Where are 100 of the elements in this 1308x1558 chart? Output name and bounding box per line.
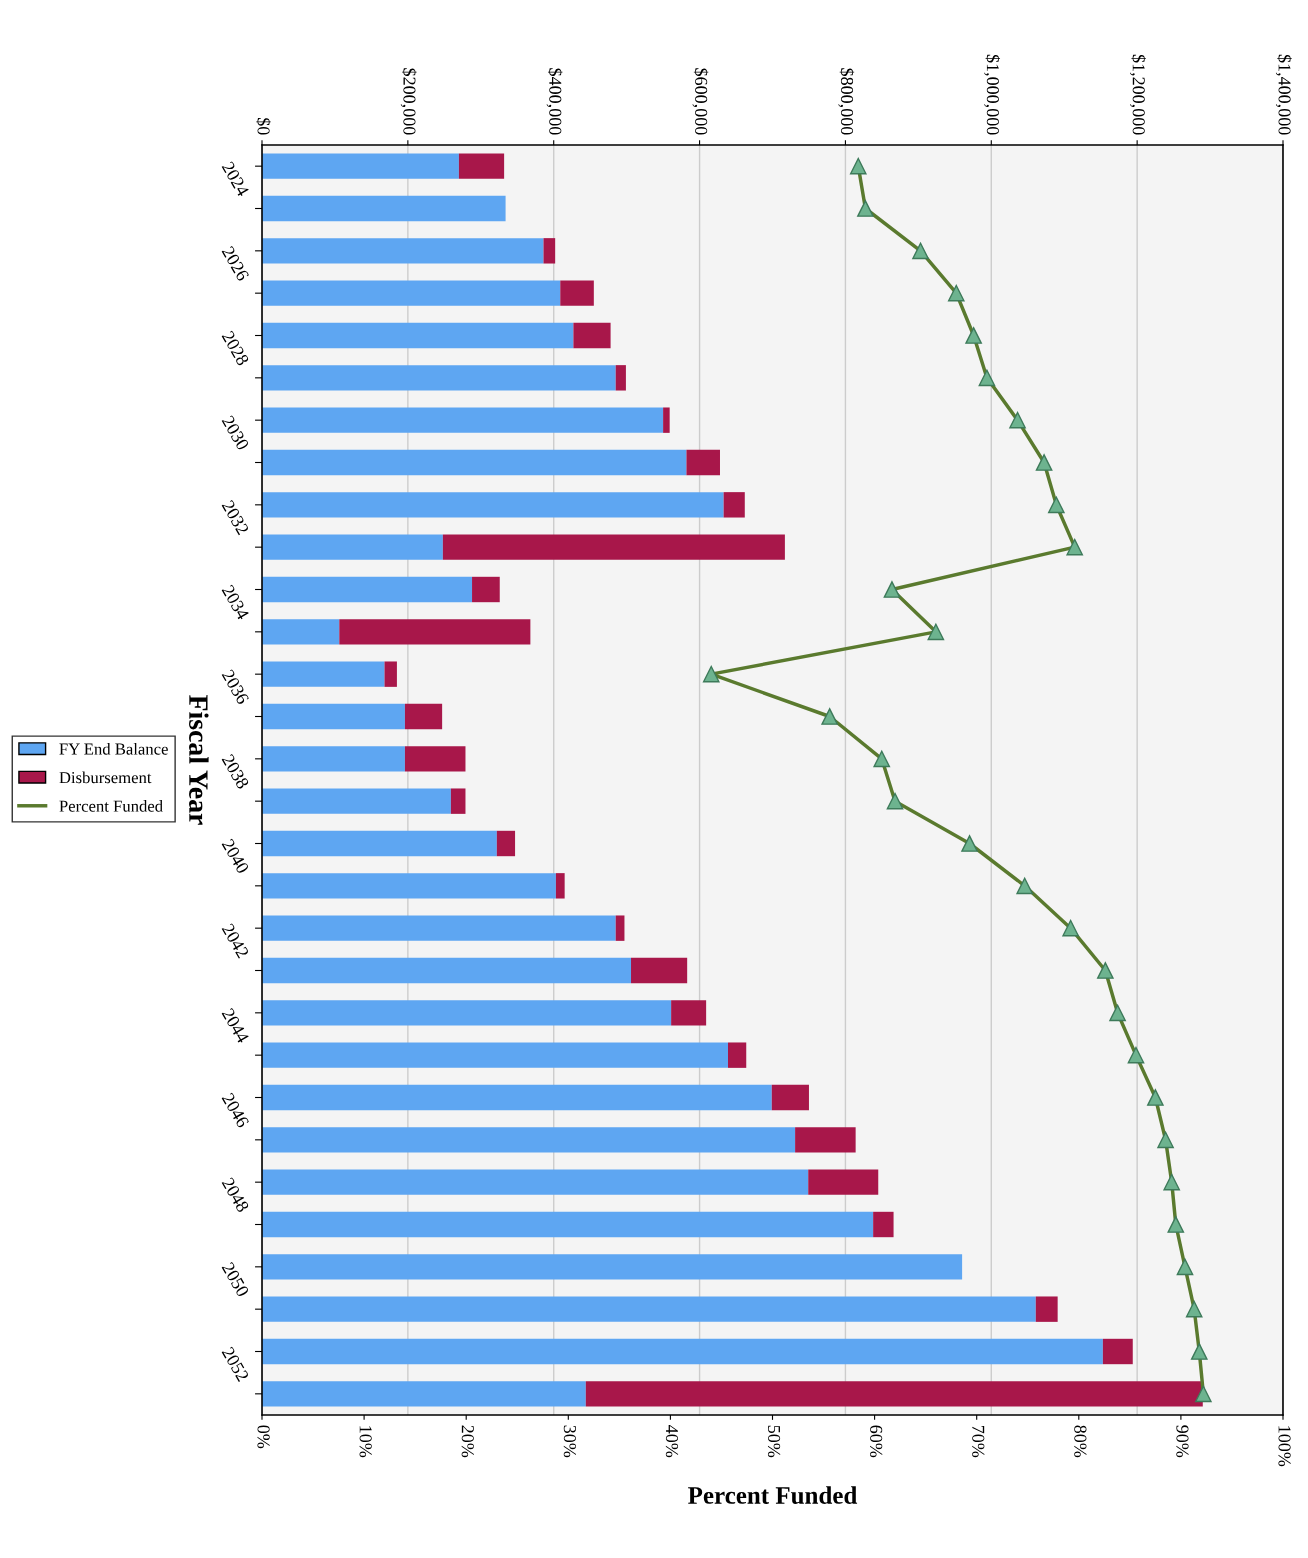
bar [458, 153, 505, 179]
point [1127, 1046, 1145, 1064]
point [1195, 1385, 1212, 1403]
point [1157, 1131, 1174, 1149]
bar [631, 957, 688, 984]
x2-tick-label: 70% [972, 1425, 985, 1458]
x-tick-label: $0 [256, 118, 271, 135]
bar [262, 915, 616, 941]
bar [339, 619, 531, 645]
x-tick-label: $1,200,000 [1130, 54, 1146, 135]
x-tick-label: $600,000 [692, 68, 709, 135]
bar [262, 703, 405, 730]
bar [262, 746, 405, 772]
point [1167, 1216, 1185, 1233]
bar [795, 1127, 856, 1153]
bar [573, 322, 611, 349]
bar [262, 322, 574, 349]
point [1190, 1343, 1208, 1360]
bar [262, 280, 561, 306]
bar [262, 407, 664, 433]
point [912, 242, 929, 260]
point [849, 157, 867, 175]
bar [262, 873, 556, 899]
point [947, 284, 965, 302]
legend-label: Disbursement [59, 771, 152, 784]
point [1185, 1300, 1203, 1318]
legend-label: FY End Balance [59, 742, 168, 755]
bar [262, 661, 385, 687]
bar [808, 1169, 879, 1195]
x2-tick-label: 50% [767, 1425, 781, 1458]
point [927, 623, 945, 641]
point [1147, 1089, 1164, 1106]
bar [262, 238, 544, 264]
point [1062, 919, 1079, 937]
bar [262, 195, 506, 222]
point [886, 792, 904, 810]
bar [723, 492, 745, 518]
x2-tick-label: 20% [461, 1425, 474, 1458]
bar [262, 1381, 586, 1407]
bar [543, 238, 556, 264]
bar [1102, 1338, 1133, 1365]
point [857, 200, 874, 217]
bar [1035, 1296, 1058, 1322]
x2-axis-title: Percent Funded [688, 1486, 858, 1504]
point [965, 327, 982, 344]
bar [262, 1000, 672, 1026]
x2-tick-label: 100% [1278, 1426, 1291, 1467]
bar [262, 492, 724, 518]
x-tick-label: $1,000,000 [984, 54, 1001, 135]
bar [615, 365, 626, 391]
x2-tick-label: 30% [563, 1425, 576, 1458]
bar [663, 407, 670, 433]
x-tick-label: $200,000 [400, 68, 417, 135]
bar [560, 280, 594, 306]
point [1035, 454, 1053, 471]
point [961, 835, 978, 852]
bar [262, 1127, 796, 1153]
bar [262, 1084, 772, 1111]
x2-tick-label: 60% [870, 1425, 883, 1458]
bar [262, 1296, 1036, 1322]
point [1066, 538, 1084, 556]
bar [262, 153, 459, 179]
point [821, 708, 839, 725]
bar [873, 1211, 894, 1238]
bar [384, 661, 397, 687]
bar [472, 576, 500, 603]
bar [262, 1254, 963, 1280]
point [1176, 1258, 1194, 1276]
bar [262, 534, 443, 560]
x2-tick-label: 90% [1176, 1425, 1189, 1458]
bar [262, 1211, 874, 1238]
bar [555, 873, 565, 899]
bar [450, 788, 466, 814]
x2-tick-label: 10% [359, 1426, 372, 1458]
point [883, 581, 901, 598]
bar [615, 915, 625, 941]
legend-label: Percent Funded [59, 800, 163, 812]
point [873, 750, 891, 768]
bar [728, 1042, 747, 1068]
point [702, 665, 720, 683]
bar [262, 957, 632, 984]
point [1016, 877, 1034, 895]
x2-tick-label: 80% [1074, 1425, 1087, 1458]
bar [585, 1381, 1203, 1407]
y-axis-title: Fiscal Year [189, 695, 209, 825]
bar [262, 576, 473, 603]
bar [442, 534, 785, 560]
bar [262, 365, 616, 391]
point [978, 369, 996, 387]
bar [262, 1169, 809, 1195]
bar [262, 1042, 729, 1068]
x2-tick-label: 40% [665, 1425, 679, 1458]
point [1048, 496, 1065, 514]
x-tick-label: $1,400,000 [1275, 54, 1292, 135]
bar [404, 746, 466, 772]
point [1009, 411, 1026, 429]
bar [671, 1000, 707, 1026]
bar [771, 1084, 809, 1111]
bar [496, 830, 516, 857]
x2-tick-label: 0% [257, 1425, 270, 1449]
